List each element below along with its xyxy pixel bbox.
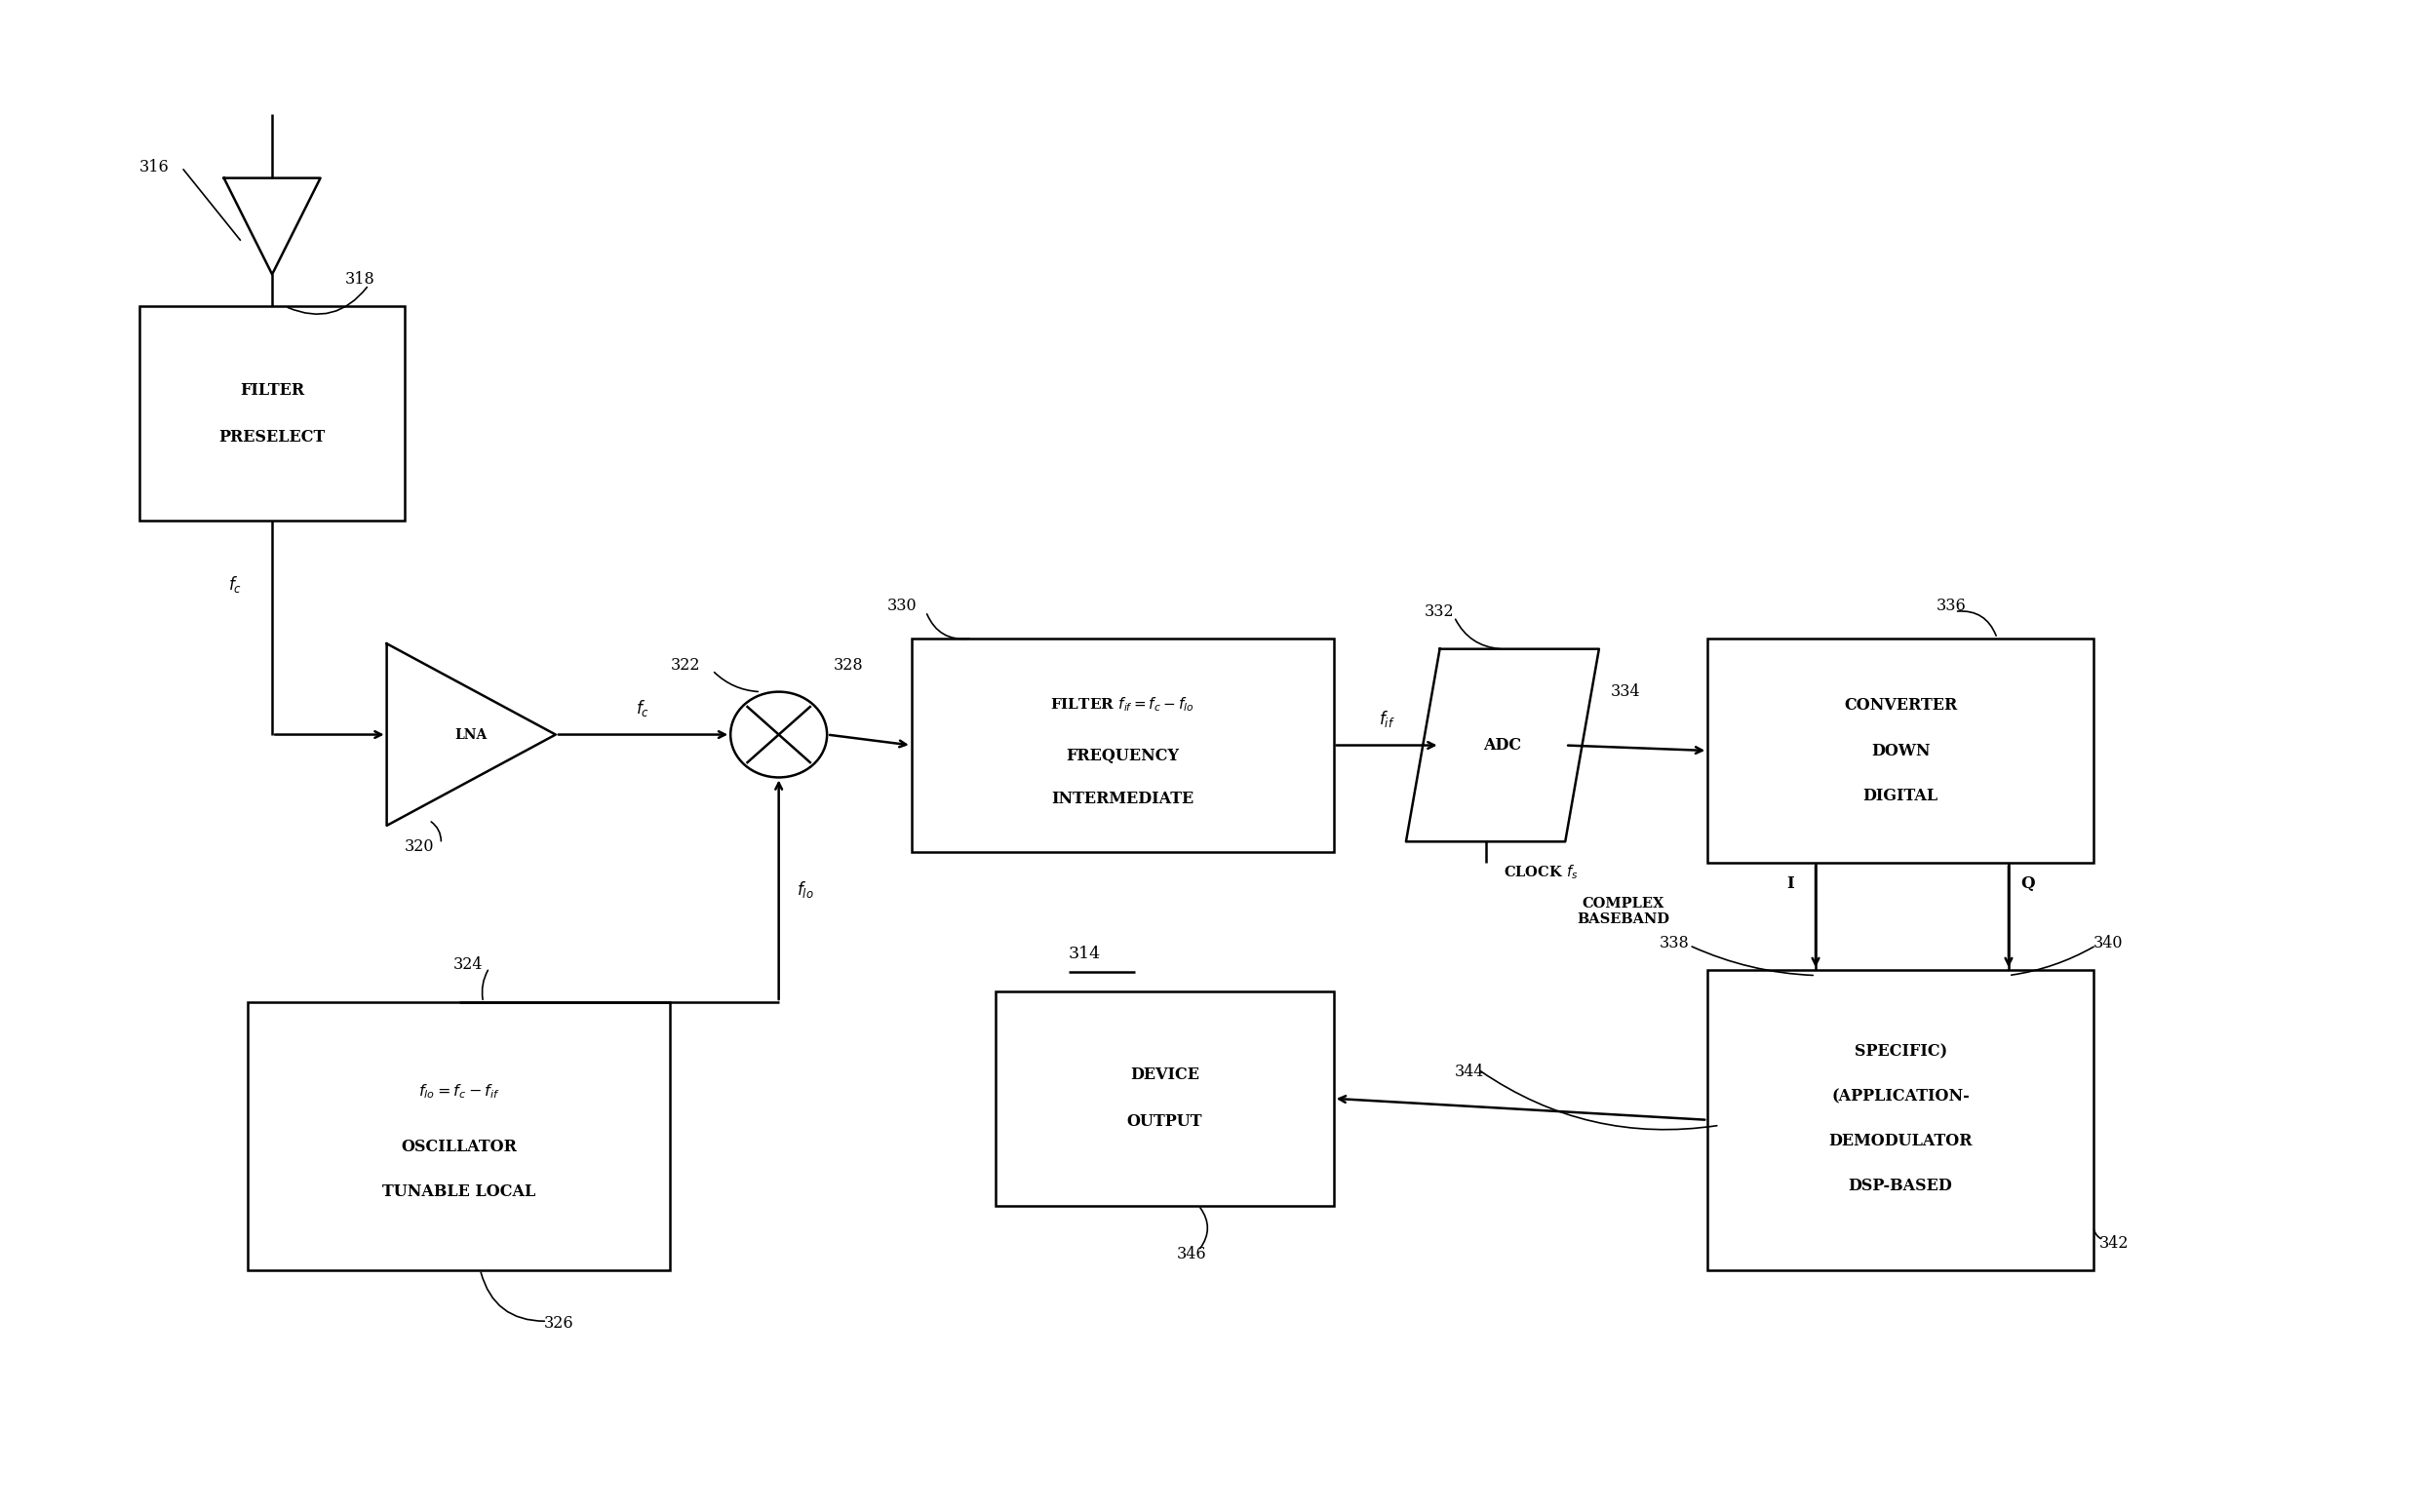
Text: $f_{lo}=f_c-f_{if}$: $f_{lo}=f_c-f_{if}$ [417,1083,500,1101]
Text: 334: 334 [1611,683,1640,700]
Text: $f_c$: $f_c$ [636,697,650,718]
Text: PRESELECT: PRESELECT [218,429,325,446]
Bar [912,638,1334,853]
Text: 316: 316 [138,159,170,175]
Text: DEVICE: DEVICE [1131,1066,1198,1083]
Bar [247,1002,670,1270]
Text: DIGITAL: DIGITAL [1863,788,1938,804]
Text: ADC: ADC [1482,736,1521,753]
Text: LNA: LNA [456,727,488,741]
Text: 344: 344 [1453,1063,1485,1080]
Text: FILTER: FILTER [240,381,303,398]
Text: $f_c$: $f_c$ [228,575,243,596]
Text: 324: 324 [454,957,483,974]
Text: (APPLICATION-: (APPLICATION- [1832,1089,1970,1105]
Text: 338: 338 [1659,934,1688,951]
Text: $f_{lo}$: $f_{lo}$ [796,880,815,900]
Text: I: I [1786,875,1793,892]
Text: DEMODULATOR: DEMODULATOR [1829,1132,1972,1149]
Bar [1708,971,2094,1270]
Text: 322: 322 [670,656,701,673]
Text: DOWN: DOWN [1870,742,1931,759]
Text: 340: 340 [2094,934,2123,951]
Text: INTERMEDIATE: INTERMEDIATE [1050,791,1194,807]
Text: TUNABLE LOCAL: TUNABLE LOCAL [383,1184,536,1201]
Text: 330: 330 [888,597,917,614]
Text: $f_{if}$: $f_{if}$ [1378,708,1395,729]
Bar [138,307,405,520]
Text: 314: 314 [1067,945,1101,962]
Text: FILTER $f_{if}=f_c-f_{lo}$: FILTER $f_{if}=f_c-f_{lo}$ [1050,696,1194,714]
Text: OUTPUT: OUTPUT [1128,1114,1203,1131]
Bar [997,992,1334,1205]
Text: 328: 328 [832,656,864,673]
Text: 336: 336 [1936,597,1967,614]
Text: 320: 320 [405,839,434,856]
Text: SPECIFIC): SPECIFIC) [1853,1043,1948,1060]
Text: CLOCK $f_s$: CLOCK $f_s$ [1504,863,1579,881]
Text: Q: Q [2021,875,2035,892]
Text: 326: 326 [543,1315,573,1332]
Text: 342: 342 [2098,1235,2130,1252]
Text: OSCILLATOR: OSCILLATOR [400,1139,517,1155]
Bar [1708,638,2094,863]
Text: 318: 318 [344,272,374,287]
Text: 346: 346 [1177,1246,1206,1263]
Text: DSP-BASED: DSP-BASED [1849,1178,1953,1194]
Text: FREQUENCY: FREQUENCY [1065,748,1179,764]
Text: CONVERTER: CONVERTER [1844,697,1958,714]
Text: COMPLEX
BASEBAND: COMPLEX BASEBAND [1577,897,1669,925]
Text: 332: 332 [1424,603,1453,620]
